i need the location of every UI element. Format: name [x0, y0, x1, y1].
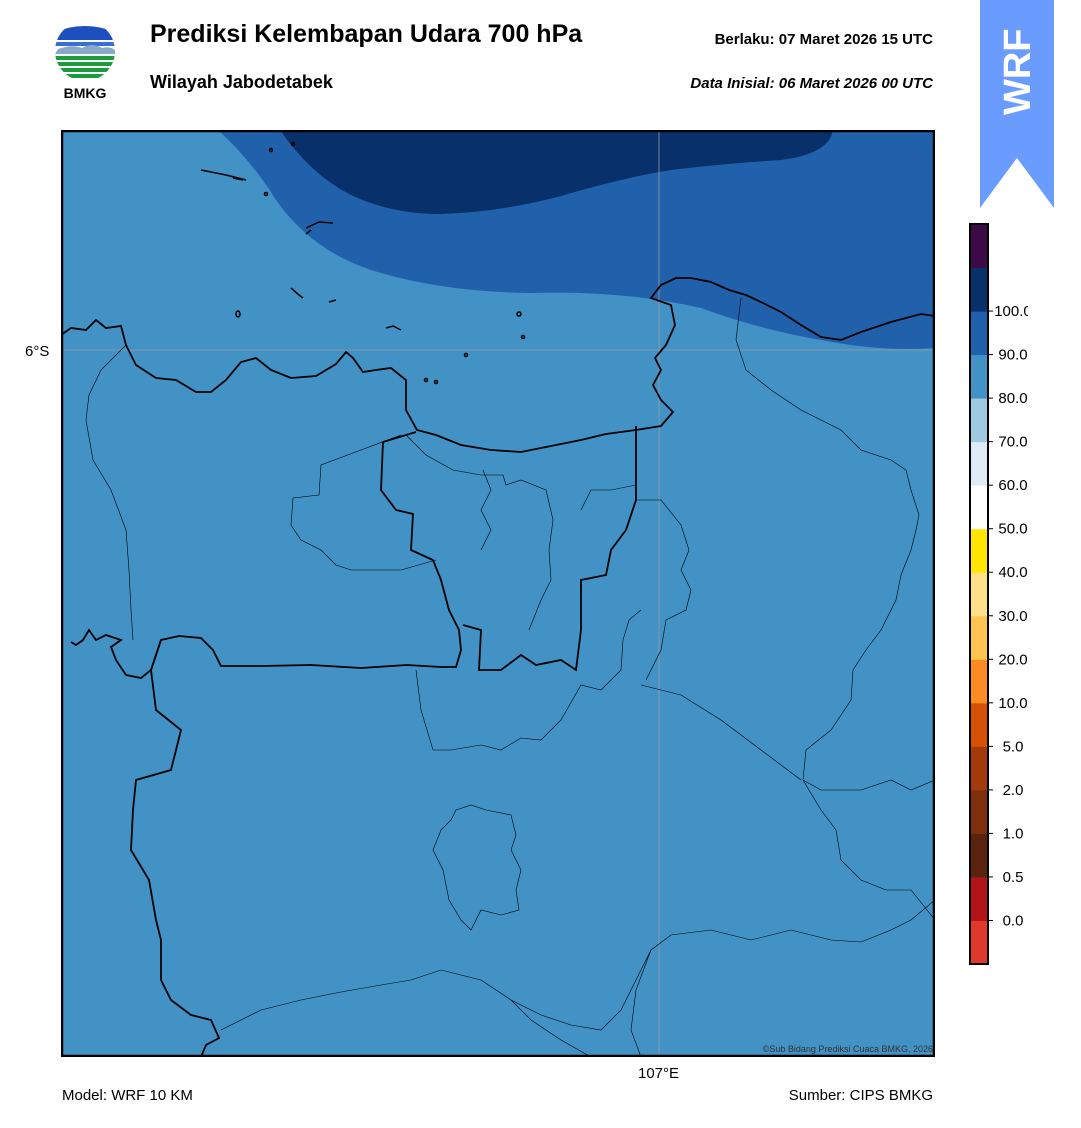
bmkg-logo-icon: BMKG [55, 21, 115, 101]
colorbar-segment [970, 659, 988, 704]
colorbar-label: 60.0 [998, 477, 1027, 494]
colorbar-segment [970, 398, 988, 443]
model-info: Model: WRF 10 KM [62, 1087, 193, 1104]
page-title: Prediksi Kelembapan Udara 700 hPa [150, 20, 583, 48]
colorbar-label: 100.0 [994, 303, 1028, 320]
colorbar-label: 20.0 [998, 651, 1027, 668]
colorbar-label: 40.0 [998, 564, 1027, 581]
logo-text: BMKG [64, 85, 107, 101]
colorbar-segment [970, 311, 988, 356]
wrf-badge: WRF [980, 0, 1054, 208]
colorbar-segment [970, 876, 988, 921]
region-subtitle: Wilayah Jabodetabek [150, 72, 333, 92]
longitude-label: 107°E [638, 1065, 680, 1082]
colorbar-label: 10.0 [998, 695, 1027, 712]
wrf-badge-shape [980, 0, 1054, 208]
colorbar-label: 2.0 [1003, 782, 1024, 799]
coastline [61, 277, 935, 453]
valid-time: Berlaku: 07 Maret 2026 15 UTC [714, 31, 933, 48]
colorbar-segment [970, 354, 988, 399]
colorbar-label: 1.0 [1003, 825, 1024, 842]
colorbar-segment [970, 441, 988, 486]
colorbar-segment [970, 267, 988, 312]
colorbar-segment [970, 615, 988, 660]
colorbar-segment [970, 572, 988, 617]
colorbar-segment [970, 528, 988, 573]
colorbar-segment [970, 920, 988, 965]
province-border [70, 431, 462, 679]
source-info: Sumber: CIPS BMKG [788, 1087, 933, 1104]
colorbar-ticks: 0.0 0.5 1.0 2.0 5.0 10.0 20.0 30.0 40.0 50.0 60.0 7… [988, 303, 1028, 929]
colorbar-segment [970, 702, 988, 747]
colorbar-label: 90.0 [998, 347, 1027, 364]
colorbar-label: 5.0 [1003, 738, 1024, 755]
colorbar-segment [970, 224, 988, 269]
jakarta-border [462, 426, 637, 672]
colorbar-frame [969, 223, 989, 965]
colorbar-label: 50.0 [998, 521, 1027, 538]
wrf-badge-text: WRF [997, 28, 1039, 115]
humidity-map [61, 130, 935, 1057]
thousand-islands [200, 141, 526, 385]
map-frame [61, 130, 935, 1057]
colorbar-segment [970, 746, 988, 791]
latitude-label: 6°S [25, 343, 50, 360]
colorbar-label: 0.0 [1003, 912, 1024, 929]
colorbar-label: 80.0 [998, 390, 1027, 407]
colorbar-label: 0.5 [1003, 869, 1024, 886]
humidity-field-90-100 [280, 130, 833, 214]
initial-time: Data Inisial: 06 Maret 2026 00 UTC [690, 75, 933, 92]
banten-border [130, 639, 221, 1057]
copyright-text: ©Sub Bidang Prediksi Cuaca BMKG, 2026 [762, 1044, 933, 1054]
regency-borders [85, 297, 935, 1057]
colorbar-label: 70.0 [998, 434, 1027, 451]
colorbar-label: 30.0 [998, 608, 1027, 625]
colorbar-segments [970, 224, 988, 965]
colorbar-segment [970, 833, 988, 878]
colorbar-segment [970, 485, 988, 530]
colorbar-segment [970, 789, 988, 834]
colorbar: 0.0 0.5 1.0 2.0 5.0 10.0 20.0 30.0 40.0 50.0 60.0 7… [969, 223, 1028, 965]
